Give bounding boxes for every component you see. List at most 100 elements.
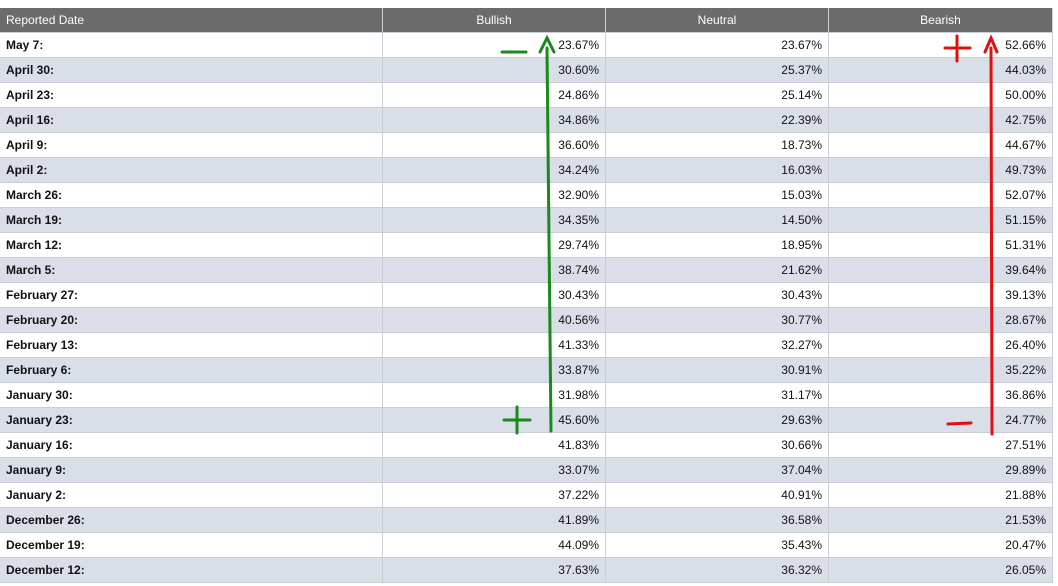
value-cell: 21.53% xyxy=(829,508,1053,533)
value-cell: 37.04% xyxy=(606,458,829,483)
value-cell: 41.83% xyxy=(383,433,606,458)
date-cell: January 30: xyxy=(0,383,383,408)
value-cell: 29.89% xyxy=(829,458,1053,483)
date-cell: March 12: xyxy=(0,233,383,258)
value-cell: 52.66% xyxy=(829,33,1053,58)
value-cell: 35.22% xyxy=(829,358,1053,383)
value-cell: 39.64% xyxy=(829,258,1053,283)
value-cell: 26.40% xyxy=(829,333,1053,358)
value-cell: 36.86% xyxy=(829,383,1053,408)
value-cell: 33.87% xyxy=(383,358,606,383)
value-cell: 23.67% xyxy=(383,33,606,58)
date-cell: March 26: xyxy=(0,183,383,208)
date-cell: February 20: xyxy=(0,308,383,333)
value-cell: 23.67% xyxy=(606,33,829,58)
value-cell: 22.39% xyxy=(606,108,829,133)
date-cell: February 13: xyxy=(0,333,383,358)
column-header: Reported Date xyxy=(0,8,383,33)
value-cell: 32.27% xyxy=(606,333,829,358)
bearish-annotation xyxy=(943,34,999,436)
value-cell: 32.90% xyxy=(383,183,606,208)
date-cell: December 12: xyxy=(0,558,383,583)
value-cell: 33.07% xyxy=(383,458,606,483)
date-cell: January 9: xyxy=(0,458,383,483)
value-cell: 20.47% xyxy=(829,533,1053,558)
date-cell: April 23: xyxy=(0,83,383,108)
column-header: Neutral xyxy=(606,8,829,33)
value-cell: 44.67% xyxy=(829,133,1053,158)
red-arrowhead xyxy=(983,34,999,54)
value-cell: 24.86% xyxy=(383,83,606,108)
value-cell: 41.33% xyxy=(383,333,606,358)
value-cell: 44.09% xyxy=(383,533,606,558)
value-cell: 30.66% xyxy=(606,433,829,458)
date-cell: April 9: xyxy=(0,133,383,158)
value-cell: 14.50% xyxy=(606,208,829,233)
column-header: Bullish xyxy=(383,8,606,33)
value-cell: 34.35% xyxy=(383,208,606,233)
value-cell: 40.56% xyxy=(383,308,606,333)
red-arrow xyxy=(989,46,994,436)
value-cell: 25.37% xyxy=(606,58,829,83)
value-cell: 18.95% xyxy=(606,233,829,258)
column-header: Bearish xyxy=(829,8,1053,33)
value-cell: 50.00% xyxy=(829,83,1053,108)
value-cell: 31.98% xyxy=(383,383,606,408)
value-cell: 15.03% xyxy=(606,183,829,208)
value-cell: 25.14% xyxy=(606,83,829,108)
value-cell: 44.03% xyxy=(829,58,1053,83)
value-cell: 28.67% xyxy=(829,308,1053,333)
date-cell: May 7: xyxy=(0,33,383,58)
value-cell: 26.05% xyxy=(829,558,1053,583)
value-cell: 52.07% xyxy=(829,183,1053,208)
value-cell: 29.74% xyxy=(383,233,606,258)
value-cell: 29.63% xyxy=(606,408,829,433)
value-cell: 21.88% xyxy=(829,483,1053,508)
date-cell: April 16: xyxy=(0,108,383,133)
bullish-annotation xyxy=(500,34,556,435)
value-cell: 36.58% xyxy=(606,508,829,533)
value-cell: 38.74% xyxy=(383,258,606,283)
value-cell: 31.17% xyxy=(606,383,829,408)
value-cell: 36.32% xyxy=(606,558,829,583)
value-cell: 36.60% xyxy=(383,133,606,158)
value-cell: 49.73% xyxy=(829,158,1053,183)
date-cell: December 19: xyxy=(0,533,383,558)
value-cell: 37.63% xyxy=(383,558,606,583)
value-cell: 30.43% xyxy=(383,283,606,308)
date-cell: March 5: xyxy=(0,258,383,283)
value-cell: 30.43% xyxy=(606,283,829,308)
value-cell: 35.43% xyxy=(606,533,829,558)
date-cell: January 2: xyxy=(0,483,383,508)
value-cell: 24.77% xyxy=(829,408,1053,433)
value-cell: 41.89% xyxy=(383,508,606,533)
date-cell: April 2: xyxy=(0,158,383,183)
value-cell: 30.77% xyxy=(606,308,829,333)
value-cell: 30.91% xyxy=(606,358,829,383)
red-minus xyxy=(946,421,973,426)
date-cell: December 26: xyxy=(0,508,383,533)
date-cell: April 30: xyxy=(0,58,383,83)
date-cell: January 23: xyxy=(0,408,383,433)
value-cell: 42.75% xyxy=(829,108,1053,133)
value-cell: 34.86% xyxy=(383,108,606,133)
value-cell: 27.51% xyxy=(829,433,1053,458)
date-cell: February 27: xyxy=(0,283,383,308)
value-cell: 21.62% xyxy=(606,258,829,283)
date-cell: January 16: xyxy=(0,433,383,458)
value-cell: 39.13% xyxy=(829,283,1053,308)
date-cell: March 19: xyxy=(0,208,383,233)
value-cell: 40.91% xyxy=(606,483,829,508)
green-arrow xyxy=(545,46,553,433)
value-cell: 37.22% xyxy=(383,483,606,508)
value-cell: 16.03% xyxy=(606,158,829,183)
value-cell: 51.31% xyxy=(829,233,1053,258)
date-cell: February 6: xyxy=(0,358,383,383)
value-cell: 34.24% xyxy=(383,158,606,183)
value-cell: 45.60% xyxy=(383,408,606,433)
value-cell: 51.15% xyxy=(829,208,1053,233)
green-arrowhead xyxy=(538,34,556,54)
value-cell: 30.60% xyxy=(383,58,606,83)
